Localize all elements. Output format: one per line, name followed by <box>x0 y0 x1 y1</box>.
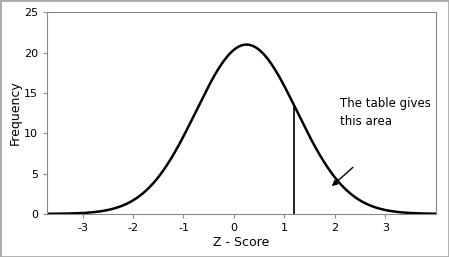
Text: The table gives
this area: The table gives this area <box>340 97 431 128</box>
Y-axis label: Frequency: Frequency <box>9 81 22 145</box>
X-axis label: Z - Score: Z - Score <box>213 236 269 249</box>
